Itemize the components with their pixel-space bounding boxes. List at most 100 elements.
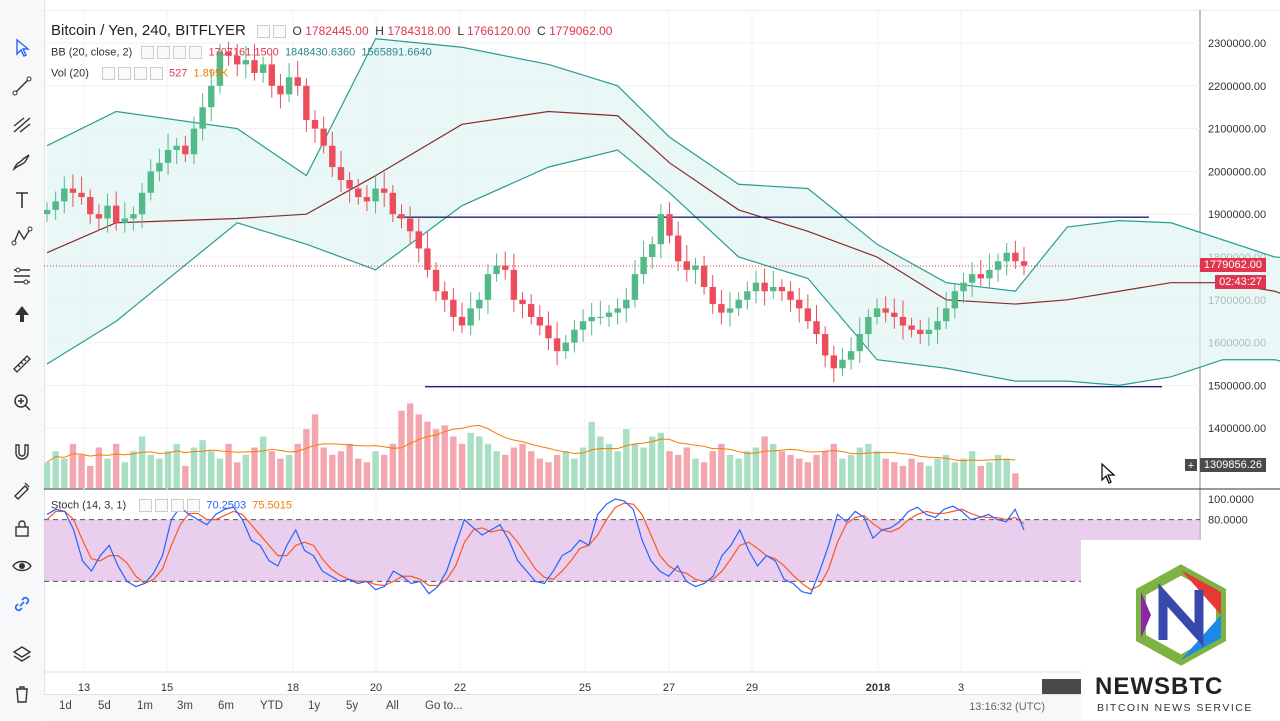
candle-body (337, 167, 345, 180)
pitchfork-icon[interactable] (6, 110, 38, 138)
trendline-icon[interactable] (6, 72, 38, 100)
vol-eye-icon[interactable] (101, 67, 115, 80)
magnet-icon[interactable] (6, 438, 38, 466)
range-all[interactable]: All (386, 700, 399, 712)
vol-add-icon[interactable] (133, 67, 147, 80)
range-1m[interactable]: 1m (137, 700, 153, 712)
volume-bar (778, 451, 786, 488)
volume-bar (847, 454, 855, 488)
trash-icon[interactable] (6, 680, 38, 708)
volume-bar (605, 443, 613, 488)
stoch-add-icon[interactable] (171, 499, 185, 512)
candle (458, 302, 466, 334)
lock-icon[interactable] (6, 476, 38, 504)
zoom-icon[interactable] (6, 388, 38, 416)
legend-settings-icon[interactable] (257, 25, 271, 39)
arrow-icon[interactable] (6, 300, 38, 328)
candle (355, 178, 362, 205)
candle (744, 281, 751, 310)
volume-bar (104, 458, 111, 488)
candle (190, 116, 198, 165)
candle-body (700, 265, 708, 287)
candle (830, 345, 837, 383)
price-chart[interactable]: 2300000.00 2200000.00 2100000.00 2000000.00… (44, 10, 1280, 694)
volume-bar (942, 454, 950, 488)
candle-body (666, 214, 673, 236)
goto-date[interactable]: Go to... (425, 700, 463, 712)
countdown-tag: 02:43:27 (1215, 275, 1266, 289)
candle-body (164, 150, 172, 163)
candle-body (796, 299, 803, 309)
volume-bar (303, 429, 310, 488)
stoch-close-icon[interactable] (187, 499, 201, 512)
candle-body (458, 316, 466, 326)
candle-body (674, 235, 682, 262)
volume-bar (735, 458, 742, 488)
vol-close-icon[interactable] (149, 67, 163, 80)
candle (571, 319, 578, 353)
candle (406, 206, 414, 244)
candle-body (493, 265, 500, 275)
candle-body (277, 85, 284, 95)
vol-settings-icon[interactable] (117, 67, 131, 80)
layers-icon[interactable] (6, 640, 38, 668)
pattern-icon[interactable] (6, 222, 38, 250)
bb-settings-icon[interactable] (157, 46, 171, 59)
volume-bar (1003, 458, 1010, 488)
candle (960, 272, 967, 304)
crosshair-plus-box (1185, 459, 1197, 471)
bb-lower-line (46, 149, 1280, 387)
candle-body (597, 316, 604, 318)
range-1d[interactable]: 1d (59, 700, 72, 712)
candle (311, 110, 319, 143)
link-icon[interactable] (6, 590, 38, 618)
candle (138, 182, 146, 229)
ohlc-low: 1766120.00 (466, 24, 531, 38)
x-tick-label: 3 (958, 682, 964, 694)
stoch-settings-icon[interactable] (155, 499, 169, 512)
utc-clock[interactable]: 13:16:32 (UTC) (969, 701, 1045, 713)
fib-icon[interactable] (6, 262, 38, 290)
range-1y[interactable]: 1y (308, 700, 321, 712)
hidden-lock-icon[interactable] (6, 514, 38, 542)
candle-body (130, 214, 137, 219)
volume-bar (700, 462, 708, 488)
candle-body (994, 261, 1002, 270)
candle (1020, 247, 1028, 276)
candle-body (718, 304, 725, 313)
bb-add-icon[interactable] (173, 46, 187, 59)
volume-bar (960, 458, 967, 488)
candle (891, 298, 898, 329)
range-ytd[interactable]: YTD (260, 700, 283, 712)
range-5y[interactable]: 5y (346, 700, 359, 712)
vol-label[interactable]: Vol (20) (51, 67, 89, 80)
eye-icon[interactable] (6, 552, 38, 580)
volume-bar (268, 451, 275, 488)
stoch-label[interactable]: Stoch (14, 3, 1) (51, 499, 127, 512)
legend-close-icon[interactable] (273, 25, 287, 39)
bb-eye-icon[interactable] (141, 46, 155, 59)
range-3m[interactable]: 3m (177, 700, 193, 712)
bb-close-icon[interactable] (189, 46, 203, 59)
candle (562, 334, 569, 359)
candle (977, 259, 984, 287)
candle (692, 257, 699, 284)
ruler-icon[interactable] (6, 350, 38, 378)
range-6m[interactable]: 6m (218, 700, 234, 712)
candle (337, 150, 345, 192)
candle-body (61, 188, 68, 202)
symbol-title[interactable]: Bitcoin / Yen, 240, BITFLYER (51, 22, 246, 39)
brush-icon[interactable] (6, 148, 38, 176)
stoch-eye-icon[interactable] (139, 499, 153, 512)
bb-legend: BB (20, close, 2) 1707161.1500 1848430.6… (51, 46, 432, 59)
cursor-icon[interactable] (6, 34, 38, 62)
candle-body (571, 329, 578, 343)
range-5d[interactable]: 5d (98, 700, 111, 712)
bb-label[interactable]: BB (20, close, 2) (51, 46, 133, 59)
volume-bar (804, 462, 812, 488)
candle-body (432, 269, 440, 292)
text-icon[interactable] (6, 186, 38, 214)
candle (597, 300, 604, 325)
candle (649, 236, 656, 269)
volume-bar (683, 447, 691, 488)
